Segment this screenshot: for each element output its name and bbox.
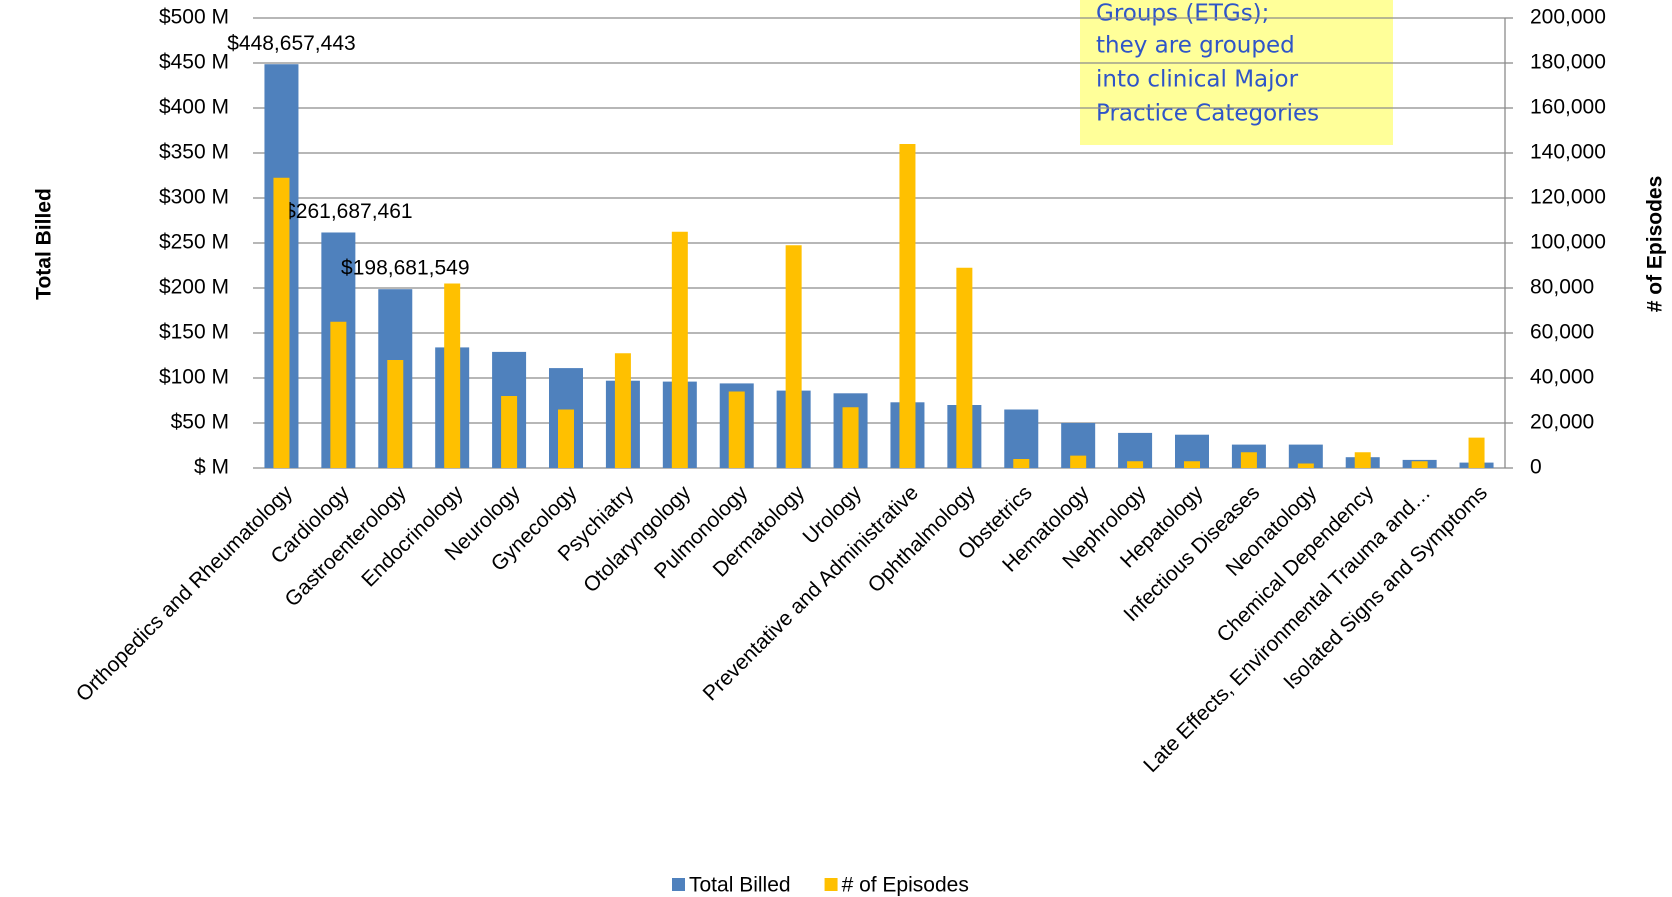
bar	[273, 177, 290, 468]
value-label: $261,687,461	[284, 200, 412, 223]
bar	[1354, 452, 1371, 468]
y2-tick-label: 0	[1530, 456, 1542, 479]
bar	[558, 409, 574, 468]
y2-tick-label: 200,000	[1530, 6, 1606, 29]
y-tick-label: $300 M	[159, 186, 229, 209]
legend-swatch	[824, 878, 838, 891]
y2-tick-label: 20,000	[1530, 411, 1594, 434]
y2-tick-label: 100,000	[1530, 231, 1606, 254]
y2-tick-label: 120,000	[1530, 186, 1606, 209]
legend-label: # of Episodes	[842, 874, 969, 897]
annotation-line: they are grouped	[1096, 33, 1295, 59]
y2-tick-label: 160,000	[1530, 96, 1606, 119]
bar	[785, 245, 802, 468]
bar	[1070, 455, 1087, 468]
legend-swatch	[672, 878, 685, 891]
annotation-box	[1080, 0, 1393, 145]
x-tick-label: Endocrinology	[357, 481, 468, 592]
y-tick-label: $500 M	[159, 6, 229, 29]
bar	[1004, 409, 1039, 468]
y-tick-label: $450 M	[159, 51, 229, 74]
annotation-line: Groups (ETGs);	[1096, 1, 1269, 27]
bar	[1184, 461, 1200, 468]
y-tick-label: $250 M	[159, 231, 229, 254]
y-tick-label: $100 M	[159, 366, 229, 389]
x-tick-label: Orthopedics and Rheumatology	[72, 481, 297, 706]
bar	[444, 283, 461, 468]
bar	[1013, 459, 1030, 468]
legend-label: Total Billed	[689, 874, 791, 897]
y2-tick-label: 140,000	[1530, 141, 1606, 164]
y-tick-label: $350 M	[159, 141, 229, 164]
bar	[1297, 463, 1314, 468]
y2-tick-label: 80,000	[1530, 276, 1594, 299]
y2-tick-label: 40,000	[1530, 366, 1594, 389]
bar	[842, 407, 859, 468]
bar	[1240, 452, 1257, 468]
y2-tick-label: 60,000	[1530, 321, 1594, 344]
y-tick-label: $ M	[194, 456, 229, 479]
y2-tick-label: 180,000	[1530, 51, 1606, 74]
bar	[671, 231, 688, 468]
bar	[899, 144, 916, 468]
bar	[501, 396, 518, 468]
y-tick-label: $50 M	[171, 411, 229, 434]
bar	[614, 353, 631, 468]
y-tick-label: $400 M	[159, 96, 229, 119]
bar	[956, 267, 973, 468]
annotation-line: Practice Categories	[1096, 101, 1319, 127]
value-label: $198,681,549	[341, 257, 469, 280]
bar	[330, 321, 347, 468]
bar	[1468, 437, 1485, 468]
y-axis-title: Total Billed	[33, 188, 56, 300]
bar	[728, 391, 745, 468]
bar	[1411, 461, 1428, 468]
annotation-line: into clinical Major	[1096, 67, 1299, 93]
y2-axis-title: # of Episodes	[1644, 176, 1667, 313]
bar	[1127, 461, 1144, 468]
bar	[1288, 444, 1323, 468]
bar	[387, 360, 404, 468]
y-tick-label: $200 M	[159, 276, 229, 299]
y-tick-label: $150 M	[159, 321, 229, 344]
value-label: $448,657,443	[227, 32, 355, 55]
